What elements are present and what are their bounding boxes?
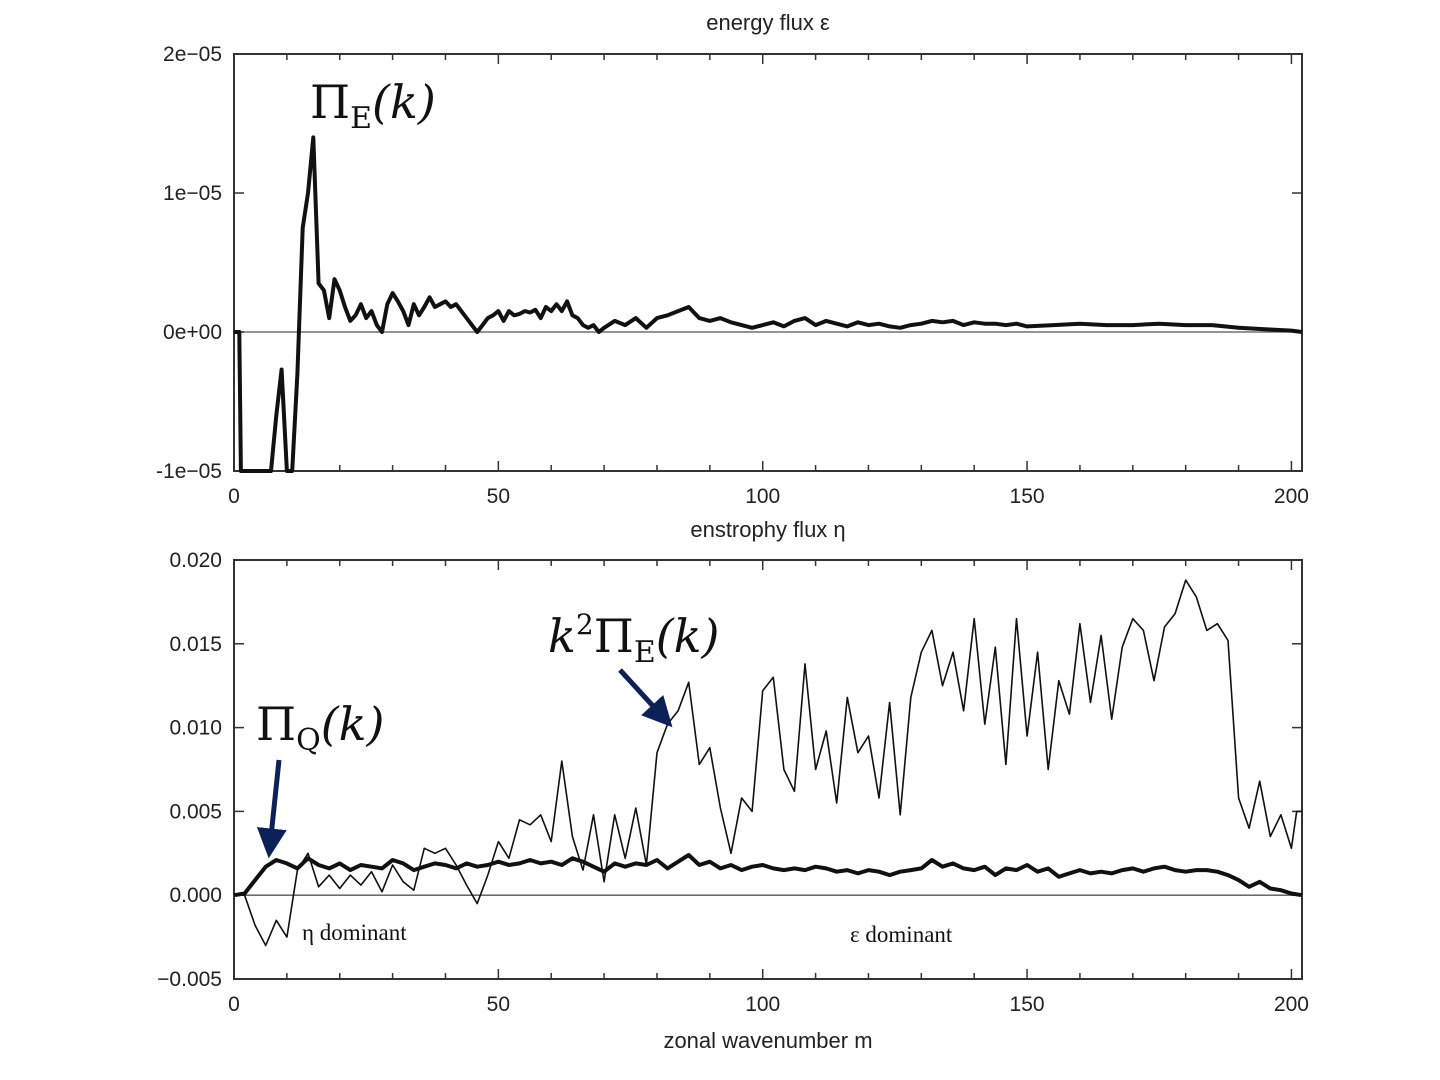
- k2-pi-e-annotation-k: k: [548, 609, 576, 663]
- enstrophy-flux-y-tick-label: 0.015: [169, 633, 222, 656]
- energy-flux-x-tick-label: 50: [487, 485, 510, 508]
- enstrophy-flux-y-tick-label: 0.005: [169, 800, 222, 823]
- pi-q-annotation-argument: (k): [321, 697, 385, 751]
- enstrophy-flux-panel: enstrophy flux η 0.0200.0150.0100.0050.0…: [157, 517, 1309, 1053]
- energy-flux-axis-ticks: 2e−05 1e−05 0e+00 -1e−05 0 50 100 150 200: [156, 43, 1309, 508]
- epsilon-dominant-label: ε dominant: [850, 922, 953, 947]
- enstrophy-flux-series-thick-line: [233, 853, 1303, 898]
- k2-pi-e-annotation-subscript: E: [634, 635, 656, 670]
- energy-flux-plot-frame: [233, 53, 1303, 472]
- pi-e-annotation: ΠE(k): [310, 75, 436, 136]
- zonal-wavenumber-axis-label: zonal wavenumber m: [663, 1028, 872, 1053]
- k2-pi-e-annotation-base: Π: [594, 609, 634, 663]
- enstrophy-flux-x-tick-label: 100: [745, 993, 780, 1016]
- pi-e-annotation-subscript: E: [350, 101, 372, 136]
- enstrophy-flux-series-group: [233, 579, 1303, 947]
- energy-flux-y-tick-label: 2e−05: [163, 43, 222, 66]
- energy-flux-series-thick-line: [234, 135, 1303, 473]
- energy-flux-x-tick-label: 0: [228, 485, 240, 508]
- enstrophy-flux-axis-ticks: 0.020 0.015 0.010 0.005 0.000 −0.005 0 50 100 150…: [157, 549, 1309, 1016]
- eta-dominant-label: η dominant: [302, 920, 407, 945]
- energy-flux-y-tick-label: -1e−05: [156, 460, 222, 483]
- energy-flux-y-tick-label: 1e−05: [163, 182, 222, 205]
- enstrophy-flux-x-tick-label: 50: [487, 993, 510, 1016]
- k2-pi-e-annotation: k2ΠE(k): [548, 608, 720, 670]
- pi-e-annotation-argument: (k): [372, 75, 436, 129]
- pi-q-annotation: ΠQ(k): [256, 697, 385, 758]
- energy-flux-x-tick-label: 150: [1010, 485, 1045, 508]
- energy-flux-annotations: ΠE(k): [310, 75, 436, 136]
- pi-q-annotation-subscript: Q: [296, 723, 321, 758]
- k2-pi-e-arrow: [618, 668, 673, 728]
- pi-q-arrow: [256, 759, 287, 859]
- enstrophy-flux-y-tick-label: 0.000: [169, 884, 222, 907]
- energy-flux-title: energy flux ε: [706, 10, 830, 35]
- energy-flux-series-group: [234, 135, 1303, 473]
- k2-pi-e-annotation-superscript: 2: [576, 608, 594, 641]
- pi-e-annotation-base: Π: [310, 75, 350, 129]
- enstrophy-flux-y-tick-label: 0.020: [169, 549, 222, 572]
- enstrophy-flux-x-tick-label: 0: [228, 993, 240, 1016]
- enstrophy-flux-x-tick-label: 150: [1010, 993, 1045, 1016]
- enstrophy-flux-x-tick-label: 200: [1274, 993, 1309, 1016]
- enstrophy-flux-y-tick-label: −0.005: [157, 968, 222, 991]
- energy-flux-y-tick-label: 0e+00: [163, 321, 222, 344]
- pi-q-annotation-base: Π: [256, 697, 296, 751]
- enstrophy-flux-plot-frame: [233, 559, 1303, 980]
- energy-flux-panel: energy flux ε 2e−05 1e−05 0e+00 -1e−05 0 50 10…: [156, 10, 1309, 508]
- energy-flux-x-tick-label: 100: [745, 485, 780, 508]
- energy-flux-x-tick-label: 200: [1274, 485, 1309, 508]
- enstrophy-flux-series-thin-line: [234, 579, 1302, 947]
- enstrophy-flux-y-tick-label: 0.010: [169, 717, 222, 740]
- enstrophy-flux-annotations: k2ΠE(k) ΠQ(k) η dominant ε dominant: [256, 608, 953, 947]
- enstrophy-flux-title: enstrophy flux η: [690, 517, 845, 542]
- k2-pi-e-annotation-argument: (k): [656, 609, 720, 663]
